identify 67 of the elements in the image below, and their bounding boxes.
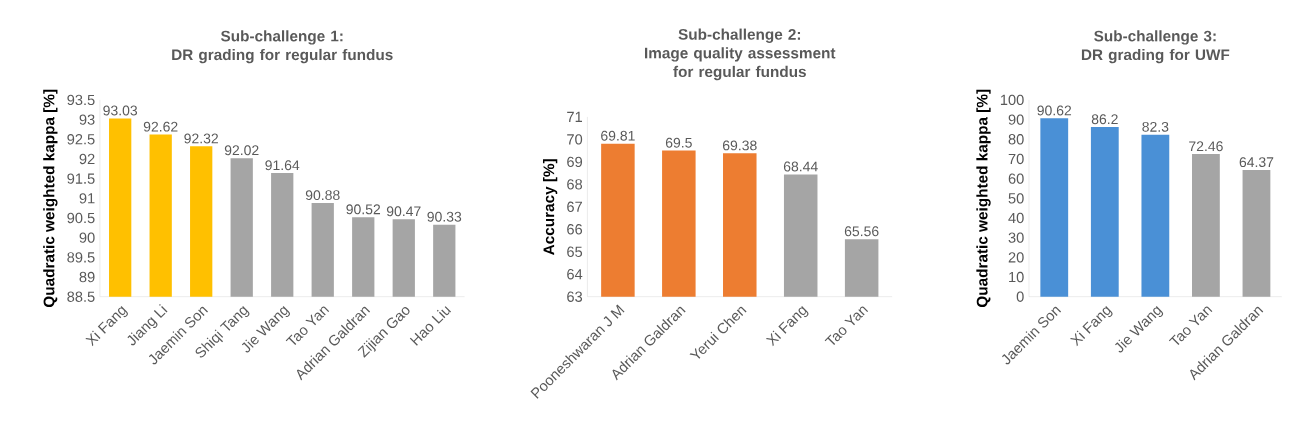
y-tick-label: 91: [79, 193, 95, 204]
data-label: 92.32: [184, 133, 218, 144]
chart-title: Sub-challenge 2:: [678, 28, 801, 44]
data-label: 92.62: [143, 121, 178, 132]
y-tick-label: 0: [1016, 291, 1024, 303]
y-tick-label: 10: [1009, 272, 1024, 283]
y-tick-label: 30: [1008, 232, 1024, 244]
x-tick-label: Tao Yan: [1168, 306, 1213, 346]
y-tick-label: 69: [567, 156, 583, 168]
data-label: 69.38: [722, 140, 757, 151]
y-tick-label: 90.5: [67, 213, 95, 224]
y-tick-label: 93: [79, 114, 95, 125]
x-tick-label: Hao Liu: [409, 306, 452, 346]
data-label: 69.81: [601, 131, 635, 141]
y-tick-label: 50: [1008, 193, 1024, 204]
y-tick-label: 70: [567, 134, 583, 145]
data-label: 90.88: [305, 190, 340, 201]
y-tick-label: 40: [1008, 213, 1024, 224]
chart-subtitle: Image quality assessment for regular fundus: [645, 47, 836, 81]
data-label: 91.64: [265, 160, 300, 171]
y-tick-label: 63: [567, 291, 583, 303]
bar: [1040, 118, 1069, 297]
x-tick-label: Tao Yan: [824, 306, 869, 346]
y-tick-label: 93.5: [67, 94, 95, 106]
y-tick-label: 20: [1008, 252, 1024, 263]
chart-subtitle: DR grading for UWF: [1081, 49, 1230, 64]
data-label: 82.3: [1142, 122, 1169, 133]
data-label: 92.02: [224, 145, 259, 156]
data-label: 69.5: [665, 137, 692, 148]
data-label: 65.56: [844, 226, 879, 237]
y-axis-title: Accuracy [%]: [543, 159, 558, 256]
y-tick-label: 90: [1008, 114, 1024, 125]
y-tick-label: 91.5: [67, 173, 95, 185]
data-label: 90.33: [427, 212, 462, 222]
y-tick-label: 60: [1008, 173, 1024, 185]
y-tick-label: 64: [567, 269, 583, 280]
y-tick-label: 92: [79, 153, 95, 165]
chart-title: Sub-challenge 1:: [220, 30, 343, 45]
y-tick-label: 88.5: [67, 291, 95, 303]
y-tick-label: 89: [79, 272, 95, 283]
y-axis-title: Quadratic weighted kappa [%]: [43, 90, 58, 308]
y-tick-label: 67: [567, 201, 582, 213]
y-tick-label: 65: [567, 246, 583, 258]
data-label: 72.46: [1189, 141, 1223, 152]
chart-title: Sub-challenge 3:: [1094, 30, 1216, 45]
bar: [1141, 134, 1170, 297]
chart-subtitle: DR grading for regular fundus: [172, 49, 393, 64]
data-label: 90.62: [1037, 105, 1072, 116]
data-label: 93.03: [103, 105, 138, 116]
bar: [1192, 154, 1220, 297]
y-tick-label: 70: [1008, 153, 1024, 165]
y-tick-label: 92.5: [67, 134, 95, 145]
bar: [1090, 127, 1119, 297]
data-label: 68.44: [783, 161, 818, 172]
data-label: 86.2: [1091, 114, 1118, 125]
y-tick-label: 80: [1008, 134, 1024, 145]
y-tick-label: 66: [567, 224, 583, 235]
data-label: 90.47: [386, 206, 421, 217]
y-tick-label: 90: [79, 232, 95, 244]
bar: [1242, 170, 1271, 297]
data-label: 90.52: [346, 204, 381, 215]
y-axis-title: Quadratic weighted kappa [%]: [976, 90, 991, 308]
data-label: 64.37: [1239, 157, 1274, 168]
y-tick-label: 89.5: [67, 252, 95, 263]
y-tick-label: 68: [567, 179, 583, 190]
y-tick-label: 100: [1000, 94, 1024, 106]
y-tick-label: 71: [567, 112, 583, 123]
